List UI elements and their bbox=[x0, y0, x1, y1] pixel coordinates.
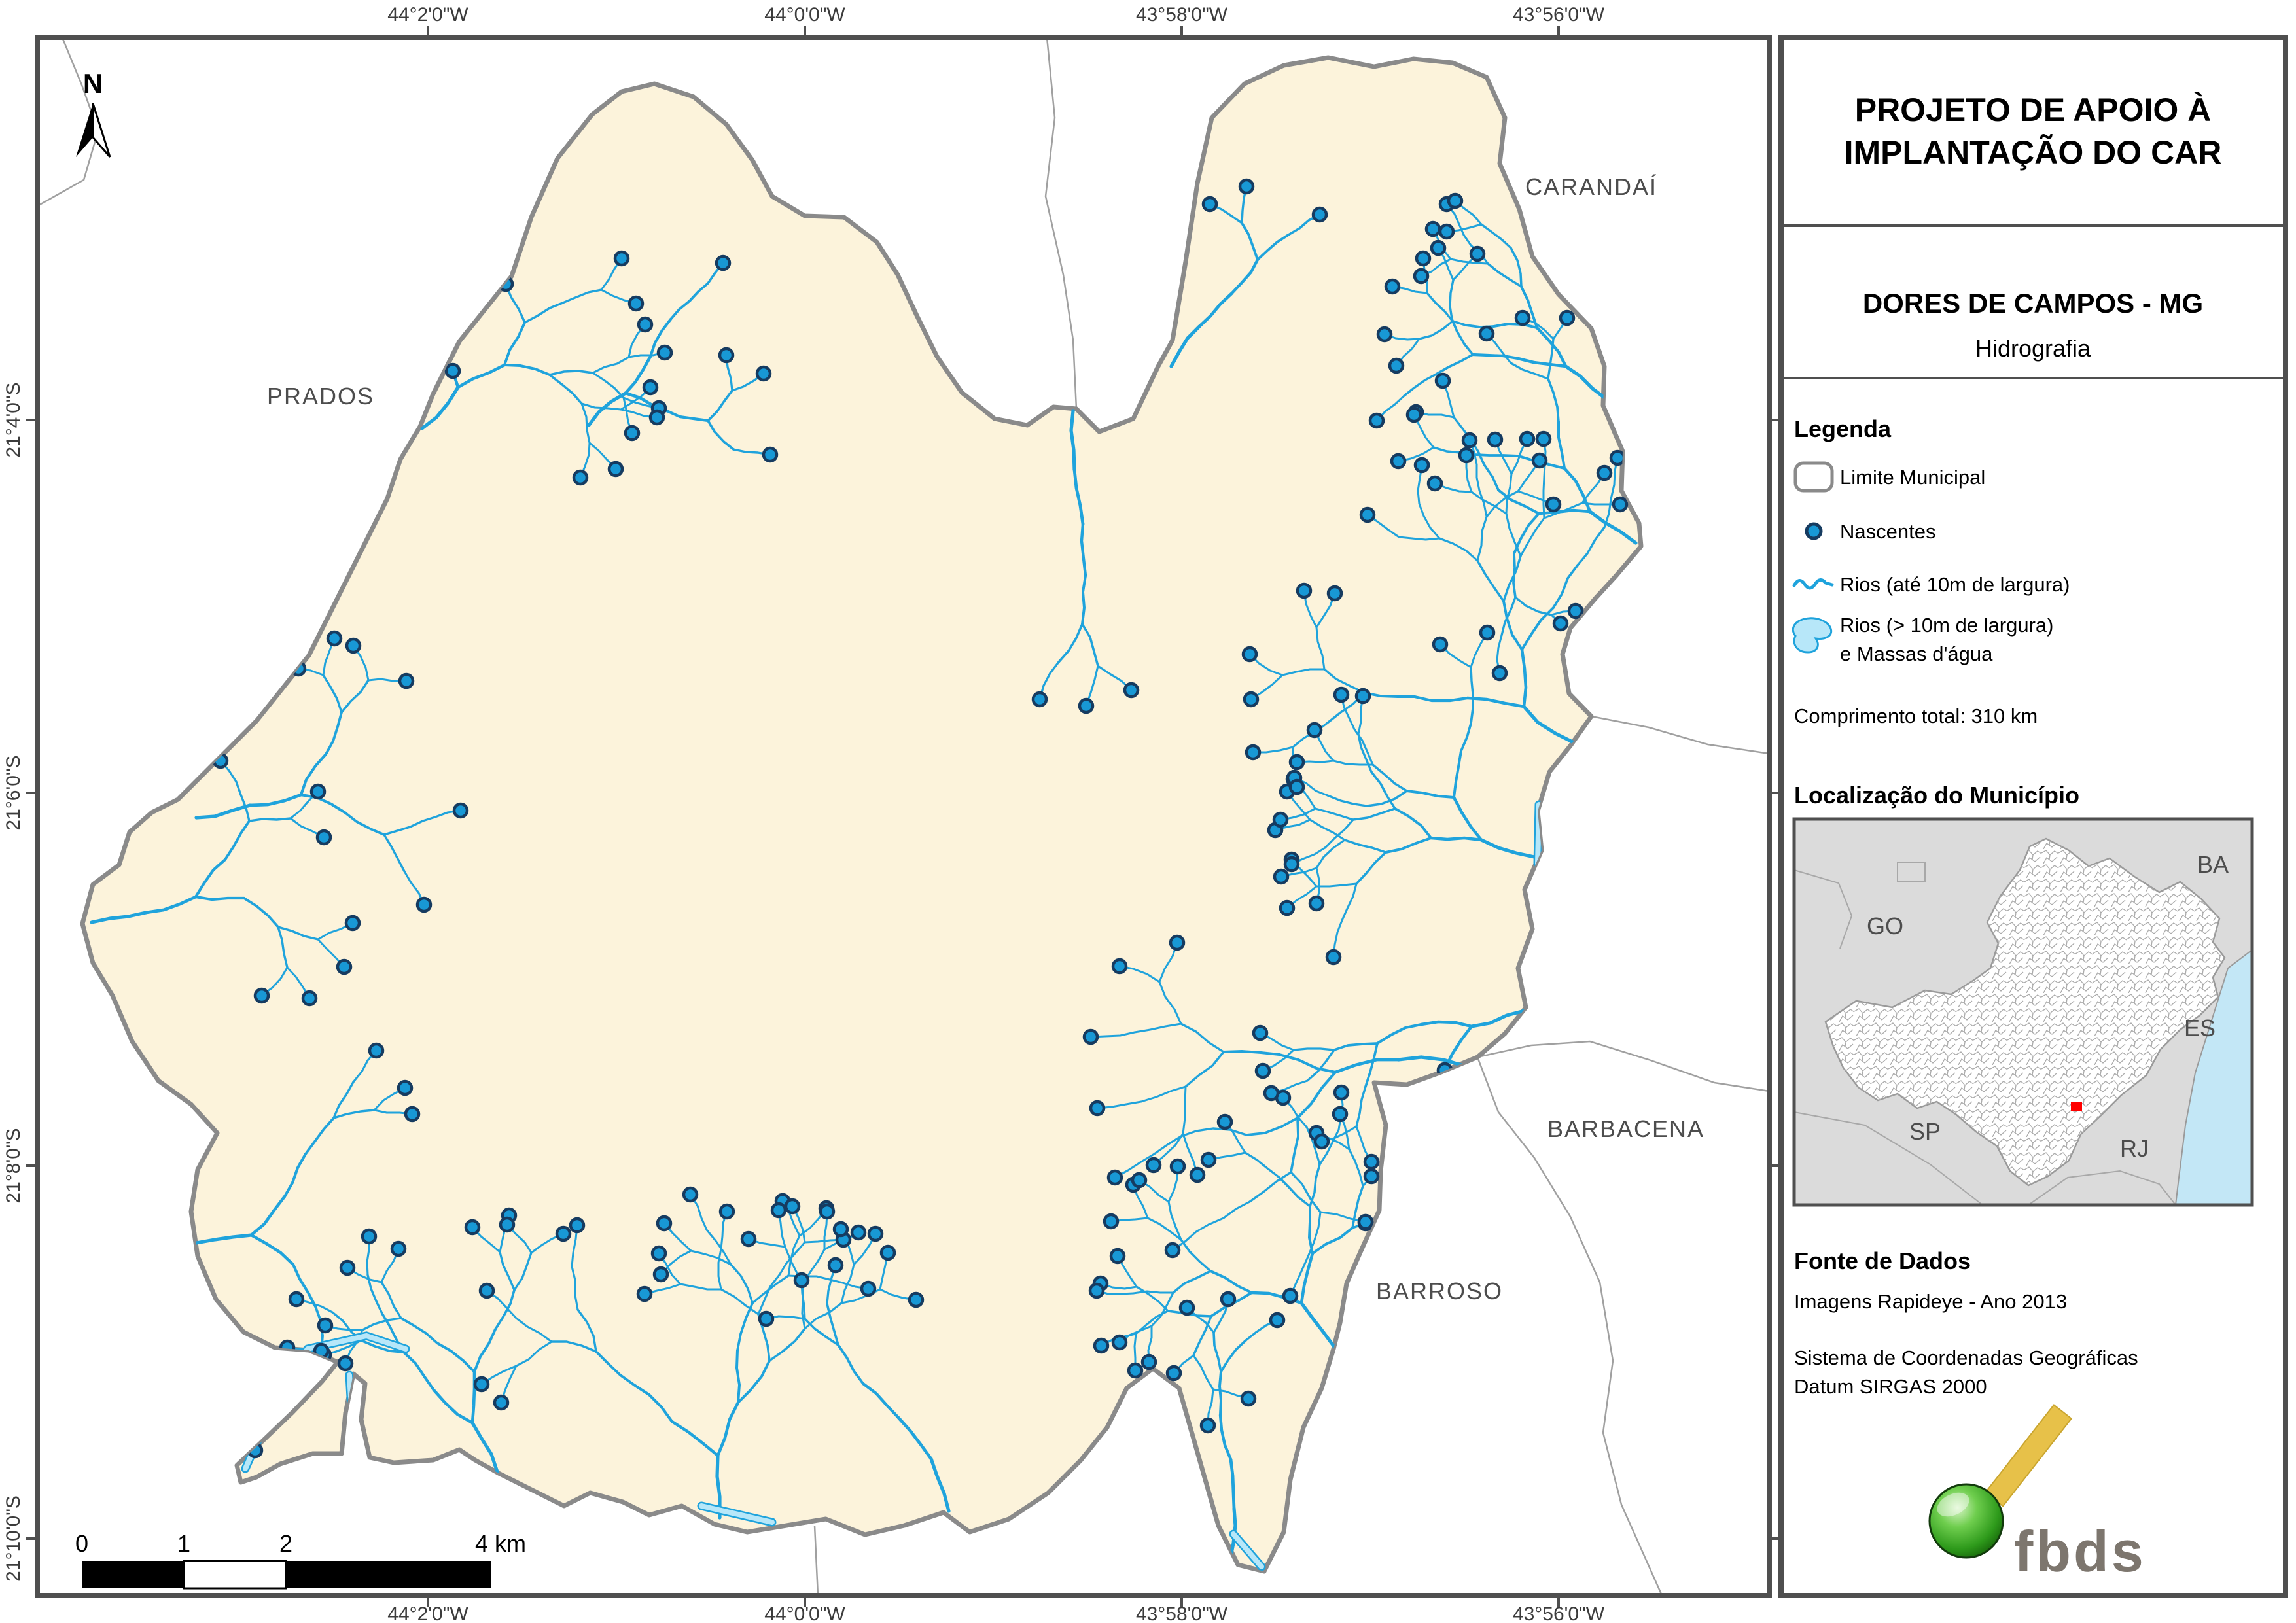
limite-municipal-icon bbox=[1793, 461, 1834, 493]
legend-rios-largos-label-2: e Massas d'água bbox=[1840, 642, 1993, 665]
legend-heading: Legenda bbox=[1794, 415, 1892, 442]
source-line3: Datum SIRGAS 2000 bbox=[1794, 1375, 1987, 1398]
legend-limite-label: Limite Municipal bbox=[1840, 466, 1985, 489]
inset-label-es: ES bbox=[2184, 1015, 2216, 1041]
main-map: PRADOS CARANDAÍ BARBACENA BARROSO N 0 1 … bbox=[35, 35, 1772, 1598]
massas-dagua-icon bbox=[1792, 617, 1833, 654]
coord-bottom-1: 44°2'0"W bbox=[387, 1603, 468, 1623]
map-frame bbox=[35, 35, 1772, 1598]
source-line2: Sistema de Coordenadas Geográficas bbox=[1794, 1346, 2138, 1369]
inset-border bbox=[1792, 817, 2254, 1207]
total-length-text: Comprimento total: 310 km bbox=[1794, 705, 2038, 727]
coord-left-2: 21°6'0"S bbox=[3, 755, 24, 830]
legend: Legenda Limite Municipal Nascentes Rios … bbox=[1792, 415, 2070, 727]
fbds-logo: fbds bbox=[1928, 1404, 2146, 1584]
coord-bottom-3: 43°58'0"W bbox=[1136, 1603, 1228, 1623]
north-label: N bbox=[83, 68, 103, 99]
logo-text: fbds bbox=[2014, 1519, 2146, 1584]
coord-left-1: 21°4'0"S bbox=[3, 382, 24, 457]
source-heading: Fonte de Dados bbox=[1794, 1248, 1971, 1274]
location-inset-map: GO BA ES SP RJ bbox=[1792, 817, 2254, 1207]
inset-state-boundaries bbox=[1793, 862, 2176, 1206]
coord-top-3: 43°58'0"W bbox=[1136, 4, 1228, 26]
panel-frame bbox=[1778, 35, 2288, 1598]
nascentes-layer bbox=[212, 178, 1629, 1459]
scale-label-1: 1 bbox=[177, 1530, 190, 1557]
nascentes-icon bbox=[1805, 522, 1823, 540]
logo-green-sphere bbox=[1928, 1483, 2004, 1559]
hydrography-layer bbox=[90, 178, 1638, 1567]
municipality-boundary bbox=[80, 55, 1644, 1574]
map-subtitle: Hidrografia bbox=[1975, 335, 2091, 362]
north-arrow-left-half bbox=[76, 103, 93, 157]
neighbor-boundaries bbox=[37, 37, 1770, 1596]
coord-top-4: 43°56'0"W bbox=[1513, 4, 1605, 26]
logo-sphere-highlight bbox=[1937, 1492, 1969, 1517]
location-heading: Localização do Município bbox=[1794, 782, 2079, 809]
label-carandai: CARANDAÍ bbox=[1525, 173, 1657, 200]
north-arrow: N bbox=[76, 68, 111, 158]
panel-background bbox=[1781, 37, 2286, 1596]
coord-top-2: 44°0'0"W bbox=[764, 4, 845, 26]
inset-label-rj: RJ bbox=[2120, 1135, 2149, 1162]
scale-label-0: 0 bbox=[75, 1530, 88, 1557]
inset-label-sp: SP bbox=[1909, 1118, 1941, 1145]
scale-bar: 0 1 2 4 km bbox=[75, 1530, 526, 1590]
label-barroso: BARROSO bbox=[1376, 1278, 1503, 1304]
inset-label-go: GO bbox=[1867, 913, 1903, 939]
location-section: Localização do Município GO bbox=[1792, 782, 2254, 1207]
graticule-labels: 44°2'0"W 44°0'0"W 43°58'0"W 43°56'0"W 44… bbox=[3, 4, 1780, 1623]
coord-left-3: 21°8'0"S bbox=[3, 1128, 24, 1203]
source-line1: Imagens Rapideye - Ano 2013 bbox=[1794, 1290, 2067, 1313]
project-title-line1: PROJETO DE APOIO À bbox=[1855, 92, 2212, 128]
scale-segment-2 bbox=[183, 1560, 287, 1590]
legend-rios-largos-label-1: Rios (> 10m de largura) bbox=[1840, 614, 2054, 637]
source-section: Fonte de Dados Imagens Rapideye - Ano 20… bbox=[1794, 1248, 2138, 1398]
side-panel: PROJETO DE APOIO À IMPLANTAÇÃO DO CAR DO… bbox=[1778, 35, 2288, 1598]
scale-segment-3 bbox=[286, 1561, 491, 1588]
label-prados: PRADOS bbox=[267, 383, 374, 410]
scale-segment-1 bbox=[82, 1561, 184, 1588]
coord-bottom-4: 43°56'0"W bbox=[1513, 1603, 1605, 1623]
coord-bottom-2: 44°0'0"W bbox=[764, 1603, 845, 1623]
north-arrow-right-half bbox=[92, 103, 111, 158]
project-title-line2: IMPLANTAÇÃO DO CAR bbox=[1845, 134, 2222, 171]
inset-minas-gerais bbox=[1824, 837, 2226, 1187]
scale-label-2: 2 bbox=[279, 1530, 292, 1557]
inset-label-ba: BA bbox=[2197, 851, 2229, 878]
coord-left-4: 21°10'0"S bbox=[3, 1495, 24, 1582]
municipality-marker bbox=[2071, 1102, 2082, 1111]
municipality-name: DORES DE CAMPOS - MG bbox=[1863, 288, 2203, 319]
legend-nascentes-label: Nascentes bbox=[1840, 520, 1935, 543]
scale-label-4km: 4 km bbox=[475, 1530, 526, 1557]
coord-top-1: 44°2'0"W bbox=[387, 4, 468, 26]
label-barbacena: BARBACENA bbox=[1547, 1115, 1704, 1142]
legend-rios-label: Rios (até 10m de largura) bbox=[1840, 573, 2070, 596]
rios-icon bbox=[1792, 578, 1834, 590]
